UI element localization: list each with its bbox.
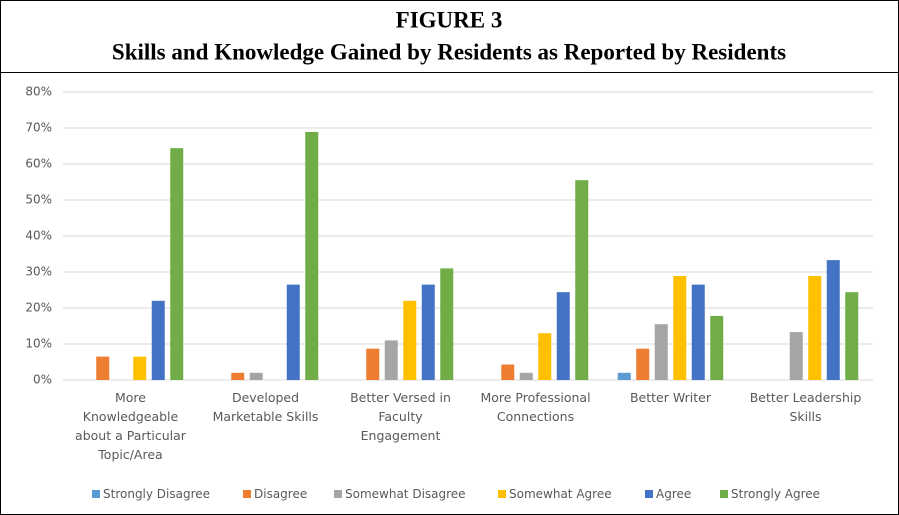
bar <box>501 364 515 380</box>
x-tick-label: More Knowledgeable about a Particular To… <box>75 390 186 462</box>
bar <box>826 260 840 380</box>
bar <box>403 300 417 380</box>
y-tick-label: 10% <box>25 337 52 351</box>
bar <box>789 332 803 380</box>
bar <box>305 131 319 380</box>
bar <box>556 292 570 380</box>
bar <box>384 340 398 380</box>
bar <box>575 180 589 380</box>
bar <box>170 148 184 380</box>
legend-label: Strongly Agree <box>731 487 820 501</box>
chart-subtitle: Skills and Knowledge Gained by Residents… <box>112 39 786 64</box>
legend-swatch <box>243 490 251 498</box>
legend-label: Somewhat Agree <box>509 487 612 501</box>
legend-label: Somewhat Disagree <box>345 487 466 501</box>
bar <box>440 268 454 380</box>
legend-swatch <box>720 490 728 498</box>
x-tick-label-box: Better Leadership Skills <box>749 390 862 424</box>
x-tick-label-box: More Professional Connections <box>480 390 591 424</box>
x-tick-label: Developed Marketable Skills <box>212 390 319 424</box>
bar <box>845 292 859 380</box>
x-tick-label-box: Better Versed in Faculty Engagement <box>350 390 451 443</box>
y-tick-label: 70% <box>25 121 52 135</box>
x-tick-label-box: Developed Marketable Skills <box>212 390 319 424</box>
y-tick-label: 50% <box>25 193 52 207</box>
bar <box>808 275 822 380</box>
legend-label: Strongly Disagree <box>103 487 210 501</box>
y-tick-label: 0% <box>33 373 52 387</box>
y-tick-label: 40% <box>25 229 52 243</box>
y-tick-label: 60% <box>25 157 52 171</box>
bar <box>673 275 687 380</box>
x-tick-label: Better Versed in Faculty Engagement <box>350 390 451 443</box>
bar <box>286 284 300 380</box>
chart-title: FIGURE 3 <box>396 7 503 32</box>
x-tick-label-box: More Knowledgeable about a Particular To… <box>75 390 186 462</box>
x-tick-label-box: Better Writer <box>629 390 711 405</box>
bar <box>710 315 724 380</box>
x-tick-label: Better Leadership Skills <box>749 390 862 424</box>
bar <box>654 324 668 380</box>
legend-label: Agree <box>656 487 691 501</box>
legend-swatch <box>498 490 506 498</box>
bar <box>249 372 263 380</box>
legend-swatch <box>334 490 342 498</box>
bar <box>151 300 165 380</box>
bar <box>231 372 245 380</box>
bar <box>133 356 147 380</box>
y-tick-label: 20% <box>25 301 52 315</box>
legend-swatch <box>645 490 653 498</box>
bar <box>519 372 533 380</box>
y-tick-label: 80% <box>25 85 52 99</box>
bar <box>636 348 650 380</box>
bar <box>538 333 552 380</box>
bar <box>691 284 705 380</box>
x-tick-label: More Professional Connections <box>480 390 591 424</box>
x-tick-label: Better Writer <box>629 390 711 405</box>
bar <box>617 372 631 380</box>
legend-label: Disagree <box>254 487 307 501</box>
bar <box>421 284 435 380</box>
legend-swatch <box>92 490 100 498</box>
bar <box>366 348 380 380</box>
bar <box>96 356 110 380</box>
y-tick-label: 30% <box>25 265 52 279</box>
